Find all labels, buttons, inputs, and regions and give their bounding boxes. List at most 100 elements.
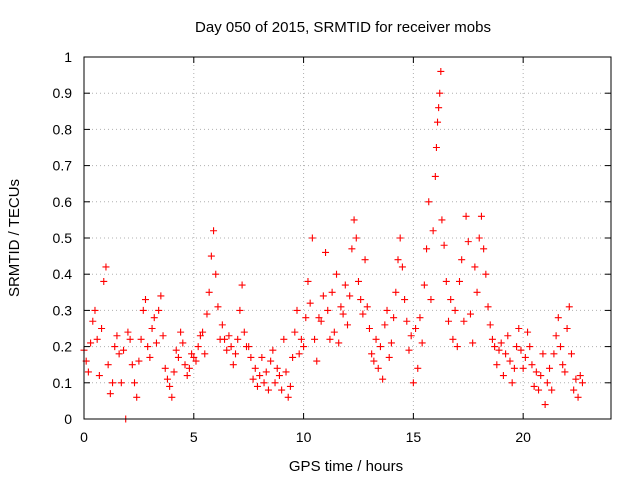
- data-point: [273, 364, 281, 372]
- data-point: [427, 296, 435, 304]
- data-point: [488, 335, 496, 343]
- data-point: [477, 212, 485, 220]
- data-point: [286, 382, 294, 390]
- data-point: [449, 335, 457, 343]
- chart-title: Day 050 of 2015, SRMTID for receiver mob…: [195, 19, 491, 36]
- data-point: [401, 296, 409, 304]
- data-point: [438, 216, 446, 224]
- data-point: [543, 379, 551, 387]
- data-point: [203, 310, 211, 318]
- data-point: [407, 332, 415, 340]
- data-point: [530, 382, 538, 390]
- data-point: [95, 372, 103, 380]
- data-point: [447, 296, 455, 304]
- data-point: [117, 379, 125, 387]
- data-point: [229, 361, 237, 369]
- data-point: [528, 361, 536, 369]
- data-point: [133, 393, 141, 401]
- data-point: [416, 314, 424, 322]
- data-point: [201, 350, 209, 358]
- grid: [84, 57, 611, 419]
- data-point: [451, 306, 459, 314]
- data-point: [576, 372, 584, 380]
- data-point: [517, 346, 525, 354]
- data-point: [188, 350, 196, 358]
- data-point: [159, 332, 167, 340]
- data-point: [466, 310, 474, 318]
- data-point: [275, 372, 283, 380]
- data-point: [284, 393, 292, 401]
- data-point: [225, 332, 233, 340]
- x-tick-label: 5: [190, 429, 198, 445]
- data-point: [210, 227, 218, 235]
- data-point: [550, 350, 558, 358]
- data-point: [504, 332, 512, 340]
- data-point: [493, 361, 501, 369]
- data-point: [258, 353, 266, 361]
- data-point: [368, 350, 376, 358]
- y-tick-label: 0.5: [53, 230, 73, 246]
- data-point: [311, 335, 319, 343]
- data-point: [111, 343, 119, 351]
- data-point: [508, 379, 516, 387]
- data-point: [238, 281, 246, 289]
- data-point: [521, 353, 529, 361]
- data-point: [372, 335, 380, 343]
- data-point: [442, 277, 450, 285]
- data-point: [429, 227, 437, 235]
- data-point: [240, 328, 248, 336]
- data-point: [370, 357, 378, 365]
- x-tick-label: 10: [296, 429, 312, 445]
- axis-ticks: 00.10.20.30.40.50.60.70.80.910 5 10 15 20: [53, 49, 611, 445]
- data-point: [403, 317, 411, 325]
- data-point: [365, 325, 373, 332]
- data-point: [574, 393, 582, 401]
- data-point: [431, 172, 439, 180]
- data-point: [322, 248, 330, 256]
- data-point: [308, 234, 316, 242]
- x-tick-label: 0: [80, 429, 88, 445]
- data-point: [124, 328, 132, 336]
- y-tick-label: 0.2: [53, 339, 73, 355]
- data-point: [414, 364, 422, 372]
- data-point: [93, 335, 101, 343]
- data-point: [295, 350, 303, 358]
- data-point: [486, 321, 494, 329]
- data-point: [297, 335, 305, 343]
- data-point: [102, 263, 110, 271]
- data-point: [218, 321, 226, 329]
- data-point: [315, 314, 323, 322]
- data-point: [161, 364, 169, 372]
- data-point: [120, 346, 128, 354]
- data-point: [412, 325, 420, 332]
- data-point: [137, 335, 145, 343]
- y-tick-label: 0.1: [53, 375, 73, 391]
- data-point: [344, 321, 351, 329]
- data-point: [348, 245, 356, 253]
- data-point: [434, 118, 442, 126]
- data-point: [374, 364, 382, 372]
- data-point: [106, 390, 114, 398]
- data-point: [183, 372, 191, 380]
- data-point: [383, 306, 391, 314]
- data-point: [405, 346, 413, 354]
- data-point: [532, 368, 540, 376]
- data-point: [326, 335, 334, 343]
- y-tick-label: 0.9: [53, 85, 73, 101]
- data-point: [289, 353, 297, 361]
- y-axis-label: SRMTID / TECUs: [6, 179, 23, 297]
- data-point: [98, 325, 106, 332]
- data-point: [537, 372, 545, 380]
- data-point: [387, 339, 395, 347]
- data-point: [192, 357, 200, 365]
- data-point: [172, 346, 180, 354]
- data-point: [293, 306, 301, 314]
- data-point: [567, 350, 575, 358]
- data-point: [515, 325, 523, 332]
- x-tick-label: 15: [406, 429, 422, 445]
- data-point: [539, 350, 547, 358]
- data-point: [256, 372, 264, 380]
- data-point: [420, 281, 428, 289]
- x-axis-label: GPS time / hours: [289, 458, 403, 475]
